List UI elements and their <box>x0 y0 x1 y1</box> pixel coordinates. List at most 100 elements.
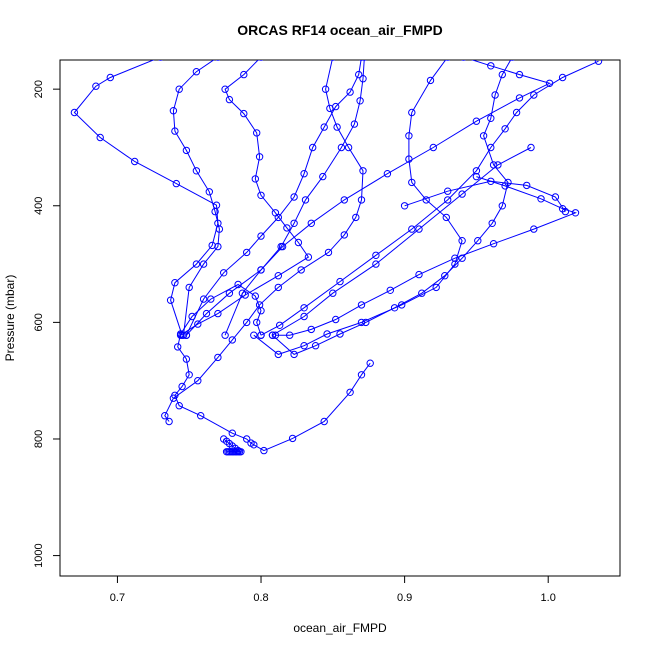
data-point <box>357 196 366 204</box>
data-point <box>337 143 346 152</box>
data-point <box>458 254 466 262</box>
data-point <box>182 355 191 363</box>
data-point <box>278 242 287 251</box>
data-point <box>422 196 430 204</box>
series-line-12 <box>275 176 577 336</box>
data-point <box>161 412 169 420</box>
data-point <box>329 289 337 297</box>
x-tick-label: 0.8 <box>253 592 268 604</box>
data-point <box>357 318 366 327</box>
y-tick-label: 200 <box>33 80 45 98</box>
data-point <box>268 331 277 339</box>
data-point <box>551 193 560 201</box>
data-point <box>444 187 452 195</box>
data-point <box>96 133 104 142</box>
x-tick-label: 0.9 <box>397 592 412 604</box>
series-line-9 <box>253 60 463 355</box>
data-point <box>429 143 437 152</box>
data-point <box>205 188 214 196</box>
series-points <box>70 60 603 456</box>
data-point <box>357 371 366 379</box>
data-point <box>297 266 305 274</box>
data-point <box>398 301 406 309</box>
series-line-11 <box>260 60 599 336</box>
data-point <box>350 120 359 128</box>
data-point <box>92 82 100 90</box>
data-point <box>194 320 202 328</box>
data-point <box>208 241 216 250</box>
data-point <box>182 331 191 339</box>
data-point <box>386 286 394 294</box>
data-point <box>346 388 354 396</box>
data-point <box>169 107 178 115</box>
data-point <box>70 108 79 117</box>
data-point <box>257 232 265 240</box>
data-point <box>166 296 175 304</box>
series-line-8 <box>164 60 364 422</box>
data-point <box>258 60 264 61</box>
data-point <box>304 253 313 261</box>
data-point <box>300 342 308 350</box>
data-point <box>545 79 554 88</box>
data-point <box>238 289 247 297</box>
data-point <box>359 167 367 175</box>
data-point <box>131 157 139 166</box>
data-point <box>594 60 603 65</box>
x-tick-label: 1.0 <box>541 592 556 604</box>
data-point <box>257 331 265 339</box>
data-point <box>214 309 222 318</box>
data-point <box>320 417 328 426</box>
data-point <box>340 196 348 204</box>
data-point <box>192 260 201 268</box>
data-point <box>255 301 264 309</box>
data-point <box>372 251 380 260</box>
data-point <box>274 350 282 359</box>
data-point <box>171 279 179 287</box>
data-point <box>498 70 506 79</box>
data-point <box>290 193 298 201</box>
data-point <box>221 331 229 339</box>
data-point <box>458 237 466 245</box>
data-point <box>527 143 535 152</box>
data-point <box>408 178 416 187</box>
data-point <box>194 377 202 385</box>
data-point <box>199 295 208 303</box>
data-point <box>174 343 182 351</box>
data-point <box>175 402 183 410</box>
data-point <box>537 195 545 203</box>
data-point <box>474 237 482 245</box>
data-point <box>309 143 317 152</box>
data-point <box>290 219 298 228</box>
data-point <box>202 309 211 318</box>
data-point <box>357 301 366 309</box>
data-point <box>515 94 524 102</box>
data-point <box>251 292 260 300</box>
data-point <box>445 60 450 61</box>
data-point <box>192 167 201 175</box>
data-point <box>405 155 413 163</box>
data-point <box>362 318 370 327</box>
data-point <box>479 132 488 140</box>
data-point <box>571 209 580 217</box>
data-point <box>319 172 327 181</box>
data-point <box>487 177 495 186</box>
data-point <box>530 225 538 233</box>
data-point <box>182 146 191 155</box>
data-point <box>498 202 506 210</box>
data-point <box>346 88 354 96</box>
data-point <box>488 219 496 228</box>
data-point <box>207 295 215 303</box>
data-point <box>432 283 440 292</box>
data-point <box>400 202 409 210</box>
data-point <box>356 97 364 105</box>
series-line-2 <box>172 60 220 336</box>
data-point <box>523 181 531 190</box>
x-axis: 0.7 0.8 0.9 1.0 <box>110 576 556 604</box>
data-point <box>408 108 416 117</box>
data-point <box>487 62 495 70</box>
x-axis-label: ocean_air_FMPD <box>293 621 387 635</box>
data-point <box>215 225 224 233</box>
data-point <box>228 429 237 437</box>
